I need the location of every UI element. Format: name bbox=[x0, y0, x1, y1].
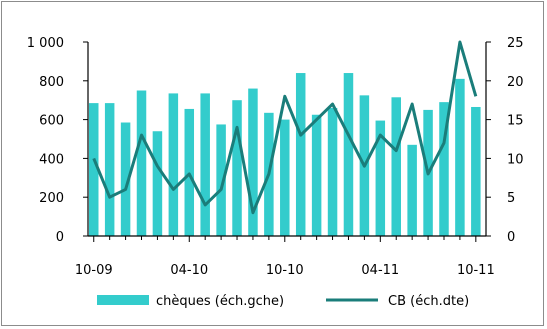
left-tick-label: 200 bbox=[39, 191, 64, 206]
x-tick-label: 10-09 bbox=[75, 263, 113, 278]
bar-cheques bbox=[136, 90, 147, 236]
right-tick-label: 0 bbox=[507, 230, 515, 245]
bar-cheques bbox=[407, 144, 417, 236]
legend-swatch-cheques bbox=[97, 295, 149, 305]
bar-cheques bbox=[343, 73, 354, 236]
bar-cheques bbox=[152, 131, 163, 236]
bar-cheques bbox=[311, 114, 322, 236]
right-tick-label: 20 bbox=[507, 75, 524, 90]
x-tick-label: 10-11 bbox=[457, 263, 495, 278]
legend-label-cb: CB (éch.dte) bbox=[388, 294, 469, 309]
left-tick-label: 1 000 bbox=[27, 36, 64, 51]
bar-cheques bbox=[89, 103, 99, 236]
bar-cheques bbox=[439, 102, 449, 236]
bar-cheques bbox=[295, 73, 306, 236]
bar-cheques bbox=[120, 122, 131, 236]
bar-cheques bbox=[455, 78, 465, 236]
bar-cheques bbox=[391, 97, 401, 236]
line-cb bbox=[92, 40, 478, 215]
x-axis-ticks: 10-09 04-10 10-10 04-11 10-11 bbox=[75, 236, 495, 278]
x-tick-label: 10-10 bbox=[266, 263, 304, 278]
left-tick-label: 400 bbox=[39, 152, 64, 167]
bar-cheques bbox=[168, 93, 179, 236]
line-layer bbox=[92, 40, 478, 215]
bar-cheques bbox=[280, 119, 290, 236]
bar-cheques bbox=[248, 88, 258, 236]
left-tick-label: 0 bbox=[56, 230, 64, 245]
bar-cheques bbox=[200, 93, 210, 236]
x-tick-label: 04-10 bbox=[170, 263, 208, 278]
bar-cheques bbox=[327, 107, 338, 237]
right-tick-label: 15 bbox=[507, 114, 524, 129]
right-tick-label: 5 bbox=[507, 191, 515, 206]
bar-cheques bbox=[216, 124, 226, 236]
bar-cheques bbox=[104, 103, 115, 236]
left-tick-label: 600 bbox=[39, 114, 64, 129]
legend: chèques (éch.gche) CB (éch.dte) bbox=[97, 294, 469, 309]
bar-cheques bbox=[232, 100, 242, 236]
right-tick-label: 10 bbox=[507, 152, 524, 167]
right-tick-label: 25 bbox=[507, 36, 524, 51]
x-tick-label: 04-11 bbox=[361, 263, 399, 278]
bar-cheques bbox=[471, 106, 481, 237]
axes-layer bbox=[87, 42, 487, 237]
right-axis-ticks: 0 5 10 15 20 25 bbox=[486, 36, 524, 245]
left-axis-ticks: 0 200 400 600 800 1 000 bbox=[27, 36, 88, 245]
bar-cheques bbox=[375, 120, 386, 236]
left-tick-label: 800 bbox=[39, 75, 64, 90]
legend-label-cheques: chèques (éch.gche) bbox=[156, 294, 284, 309]
